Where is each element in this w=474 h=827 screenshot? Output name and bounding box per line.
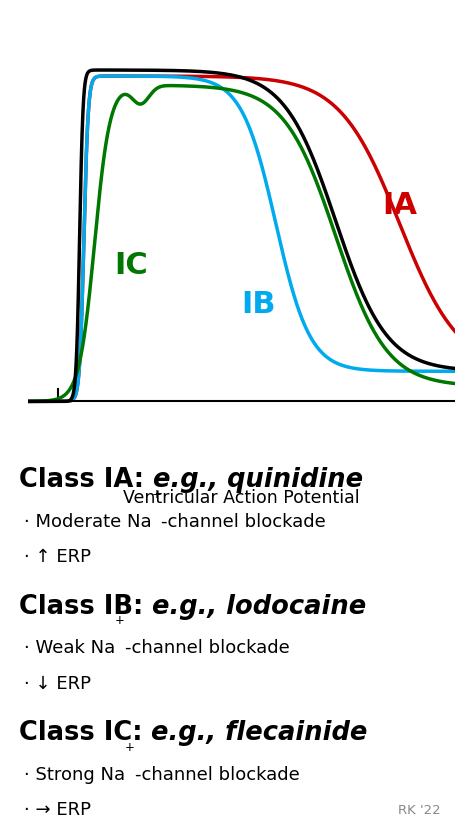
Text: -channel blockade: -channel blockade (125, 639, 290, 657)
Text: · → ERP: · → ERP (24, 801, 91, 820)
Text: RK '22: RK '22 (398, 804, 441, 817)
Text: Class IC:: Class IC: (19, 720, 152, 746)
Text: e.g., flecainide: e.g., flecainide (152, 720, 368, 746)
Text: +: + (151, 488, 161, 501)
Text: +: + (125, 741, 135, 754)
Text: Class IA:: Class IA: (19, 467, 153, 493)
Text: · Weak Na: · Weak Na (24, 639, 115, 657)
Text: IA: IA (382, 191, 417, 220)
Text: e.g., lodocaine: e.g., lodocaine (152, 594, 366, 619)
Text: e.g., quinidine: e.g., quinidine (153, 467, 363, 493)
Text: · ↓ ERP: · ↓ ERP (24, 675, 91, 693)
Text: Class IB:: Class IB: (19, 594, 152, 619)
Text: · Strong Na: · Strong Na (24, 766, 125, 784)
Text: -channel blockade: -channel blockade (135, 766, 300, 784)
Text: -channel blockade: -channel blockade (161, 513, 326, 531)
Text: +: + (115, 614, 125, 628)
Text: Ventricular Action Potential: Ventricular Action Potential (123, 489, 360, 507)
Text: · Moderate Na: · Moderate Na (24, 513, 151, 531)
Text: IC: IC (114, 251, 148, 280)
Text: · ↑ ERP: · ↑ ERP (24, 548, 91, 566)
Text: IB: IB (242, 290, 276, 319)
